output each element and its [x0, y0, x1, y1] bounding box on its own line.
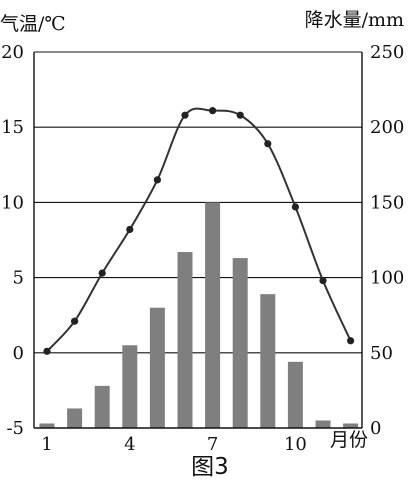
x-axis-title: 月份 [330, 429, 368, 451]
temperature-point [126, 225, 134, 234]
precipitation-bar [94, 385, 110, 428]
temperature-point [291, 203, 299, 211]
right-tick-label: 50 [370, 343, 393, 364]
right-tick-label: 250 [370, 42, 404, 63]
left-tick-label: 10 [1, 192, 24, 213]
temperature-point [98, 269, 106, 277]
temperature-line [46, 107, 352, 352]
precipitation-bar [39, 423, 55, 428]
x-tick-label: 10 [284, 434, 307, 455]
temperature-point [264, 140, 272, 148]
axes [33, 52, 363, 429]
precipitation-bar [67, 408, 83, 428]
temperature-point [153, 176, 161, 184]
right-tick-label: 200 [370, 117, 404, 138]
x-tick-label: 4 [124, 434, 135, 455]
left-tick-label: 0 [13, 343, 24, 364]
precipitation-bars [39, 202, 359, 428]
precipitation-bar [205, 202, 221, 428]
temperature-point [236, 111, 244, 119]
right-tick-label: 150 [370, 192, 404, 213]
precipitation-bar [122, 345, 138, 428]
precipitation-bar [260, 294, 276, 428]
precipitation-bar [315, 420, 331, 428]
left-axis-title: 气温/℃ [0, 13, 66, 35]
right-tick-label: 0 [370, 418, 381, 439]
temperature-point [71, 317, 79, 325]
x-tick-label: 1 [41, 434, 52, 455]
precipitation-bar [343, 423, 359, 428]
left-tick-label: 15 [1, 117, 24, 138]
x-tick-label: 7 [207, 434, 218, 455]
figure-caption: 图3 [191, 454, 229, 480]
precipitation-bar [287, 361, 303, 428]
temperature-point [181, 111, 189, 119]
temperature-point [43, 347, 51, 355]
left-tick-label: 20 [1, 42, 24, 63]
precipitation-bar [232, 258, 248, 428]
right-tick-label: 100 [370, 268, 404, 289]
precipitation-bar [149, 307, 165, 428]
left-tick-label: 5 [13, 268, 24, 289]
left-tick-label: -5 [6, 418, 24, 439]
temperature-point [209, 107, 217, 115]
temperature-series [43, 107, 355, 355]
gridlines [34, 51, 362, 354]
temperature-point [347, 337, 355, 345]
right-axis-title: 降水量/mm [305, 9, 404, 31]
temperature-point [319, 277, 327, 285]
precipitation-bar [177, 252, 193, 428]
